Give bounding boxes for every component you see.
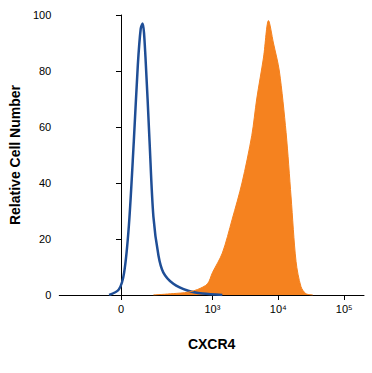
svg-text:100: 100: [33, 9, 51, 21]
svg-text:80: 80: [39, 65, 51, 77]
svg-text:10⁵: 10⁵: [336, 303, 353, 315]
svg-text:Relative Cell Number: Relative Cell Number: [7, 84, 23, 225]
svg-text:10⁴: 10⁴: [270, 303, 287, 315]
svg-text:0: 0: [45, 289, 51, 301]
svg-text:CXCR4: CXCR4: [188, 336, 236, 352]
svg-text:0: 0: [118, 303, 124, 315]
svg-text:20: 20: [39, 233, 51, 245]
svg-text:60: 60: [39, 121, 51, 133]
svg-text:10³: 10³: [204, 303, 220, 315]
svg-text:40: 40: [39, 177, 51, 189]
